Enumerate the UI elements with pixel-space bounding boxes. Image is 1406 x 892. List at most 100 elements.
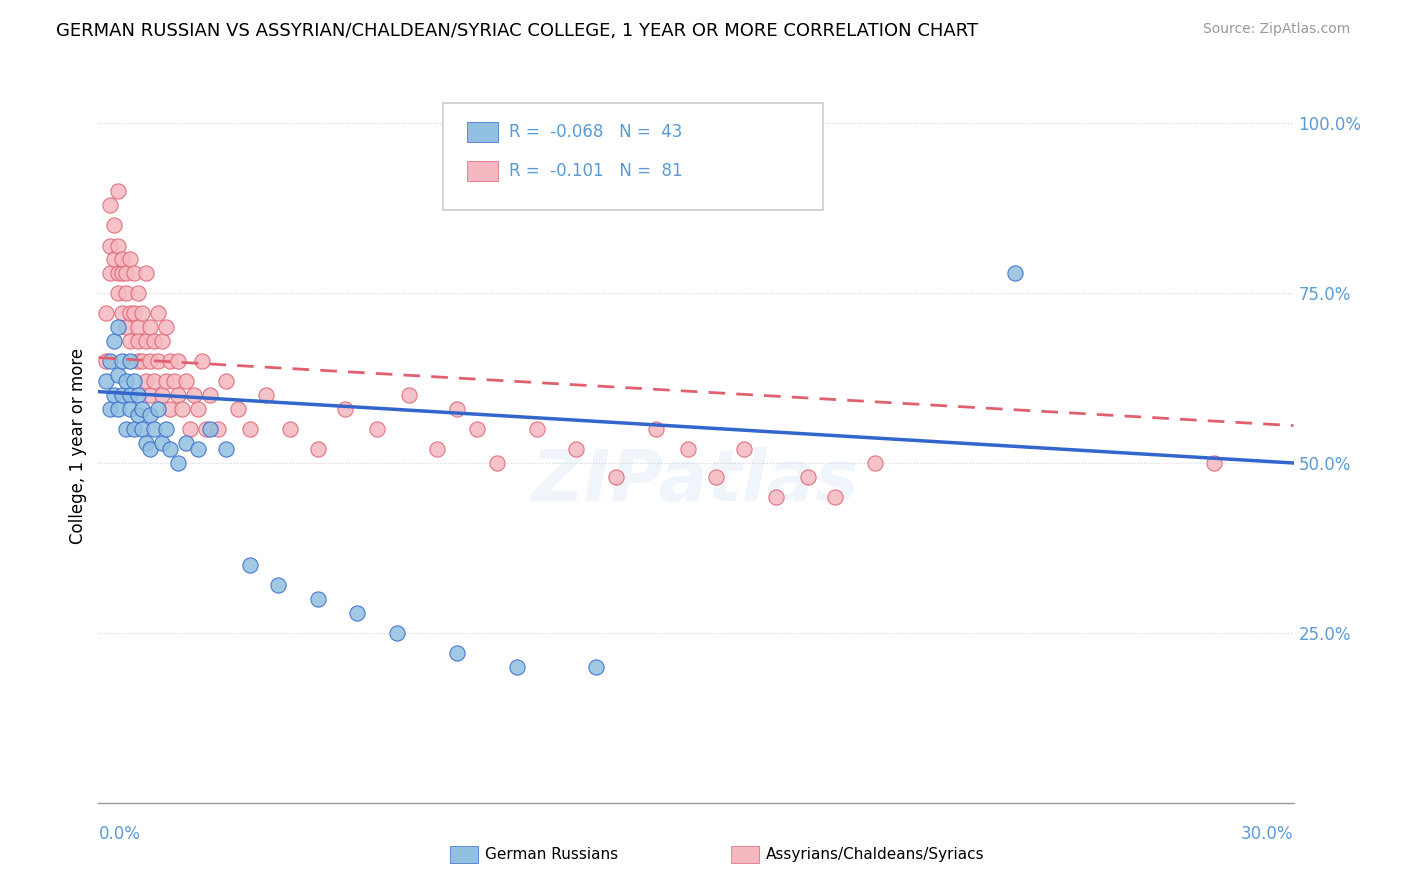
Point: [139, 442, 162, 457]
Point: [159, 401, 181, 416]
Point: [506, 660, 529, 674]
Point: [107, 401, 129, 416]
Point: [127, 409, 149, 423]
Point: [366, 422, 388, 436]
Point: [254, 388, 277, 402]
Point: [107, 320, 129, 334]
Point: [127, 320, 149, 334]
Point: [139, 320, 162, 334]
Point: [127, 388, 149, 402]
Point: [103, 388, 125, 402]
Point: [107, 266, 129, 280]
Point: [446, 646, 468, 660]
Point: [131, 401, 153, 416]
Text: Source: ZipAtlas.com: Source: ZipAtlas.com: [1202, 22, 1350, 37]
Point: [127, 354, 149, 368]
Point: [765, 490, 787, 504]
Point: [107, 368, 129, 382]
Point: [127, 334, 149, 348]
Point: [198, 422, 221, 436]
Point: [111, 354, 134, 368]
Point: [174, 375, 197, 389]
Point: [163, 375, 186, 389]
Point: [115, 320, 138, 334]
Point: [385, 626, 409, 640]
Point: [796, 469, 818, 483]
Point: [131, 354, 153, 368]
Point: [446, 401, 468, 416]
Point: [98, 266, 122, 280]
Point: [143, 375, 166, 389]
Point: [115, 286, 138, 301]
Point: [150, 334, 173, 348]
Point: [120, 388, 142, 402]
Text: 30.0%: 30.0%: [1241, 825, 1294, 843]
Point: [605, 469, 627, 483]
Point: [96, 354, 118, 368]
Point: [194, 422, 218, 436]
Point: [398, 388, 420, 402]
Point: [307, 442, 329, 457]
Point: [96, 306, 118, 320]
Point: [1202, 456, 1225, 470]
Point: [267, 578, 290, 592]
Point: [346, 606, 368, 620]
Point: [98, 238, 122, 252]
Point: [155, 375, 177, 389]
Point: [155, 320, 177, 334]
Point: [124, 306, 146, 320]
Point: [135, 375, 157, 389]
Point: [167, 456, 190, 470]
Text: R =  -0.068   N =  43: R = -0.068 N = 43: [509, 123, 682, 141]
Point: [131, 422, 153, 436]
Point: [127, 286, 149, 301]
Point: [150, 388, 173, 402]
Point: [824, 490, 846, 504]
Point: [215, 442, 238, 457]
Point: [207, 422, 229, 436]
Point: [307, 591, 329, 606]
Point: [187, 442, 209, 457]
Point: [148, 354, 170, 368]
Point: [585, 660, 607, 674]
Text: 0.0%: 0.0%: [98, 825, 141, 843]
Text: ZIPatlas: ZIPatlas: [533, 447, 859, 516]
Point: [107, 238, 129, 252]
Point: [167, 388, 190, 402]
Point: [143, 422, 166, 436]
Point: [159, 354, 181, 368]
Point: [159, 442, 181, 457]
Point: [733, 442, 755, 457]
Point: [103, 252, 125, 266]
Y-axis label: College, 1 year or more: College, 1 year or more: [69, 348, 87, 544]
Point: [139, 354, 162, 368]
Point: [139, 388, 162, 402]
Point: [124, 266, 146, 280]
Point: [135, 334, 157, 348]
Point: [120, 306, 142, 320]
Point: [135, 266, 157, 280]
Point: [183, 388, 205, 402]
Point: [704, 469, 727, 483]
Point: [115, 266, 138, 280]
Point: [148, 401, 170, 416]
Point: [155, 422, 177, 436]
Text: Assyrians/Chaldeans/Syriacs: Assyrians/Chaldeans/Syriacs: [766, 847, 984, 862]
Point: [148, 306, 170, 320]
Point: [120, 354, 142, 368]
Point: [120, 334, 142, 348]
Point: [135, 435, 157, 450]
Point: [1004, 266, 1026, 280]
Point: [98, 198, 122, 212]
Point: [863, 456, 886, 470]
Point: [124, 375, 146, 389]
Point: [526, 422, 548, 436]
Point: [565, 442, 588, 457]
Point: [111, 252, 134, 266]
Point: [111, 306, 134, 320]
Point: [103, 218, 125, 232]
Point: [107, 184, 129, 198]
Point: [150, 435, 173, 450]
Point: [115, 375, 138, 389]
Text: German Russians: German Russians: [485, 847, 619, 862]
